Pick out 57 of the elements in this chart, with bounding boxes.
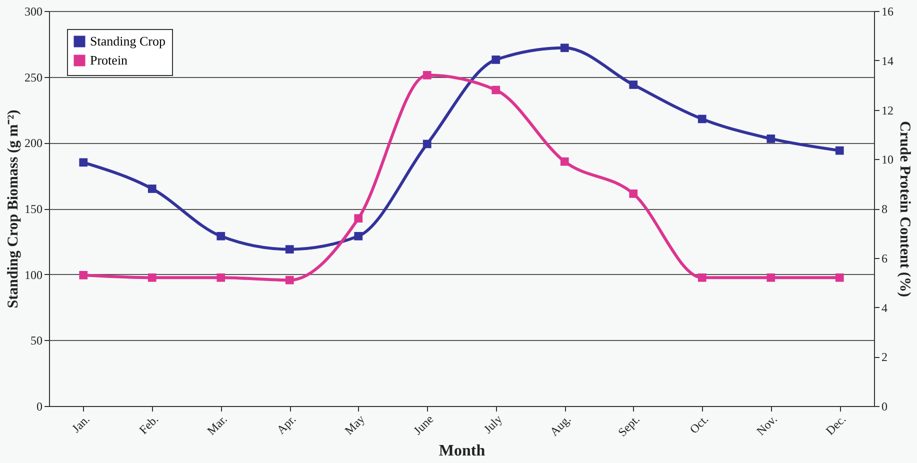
x-tick-label: Jan. <box>69 412 92 436</box>
y-tick-label: 200 <box>24 136 42 150</box>
point <box>285 245 294 254</box>
point <box>79 158 88 167</box>
point <box>629 80 638 89</box>
point <box>629 190 638 198</box>
y-tick-label: 150 <box>24 202 42 216</box>
y2-tick-label: 6 <box>882 251 888 266</box>
x-tick-label: June <box>410 412 436 438</box>
point <box>492 86 500 94</box>
x-tick-label: Sept. <box>615 412 642 440</box>
x-tick-label: Apr. <box>274 412 299 437</box>
point <box>766 134 776 143</box>
y2-tick-label: 0 <box>882 400 888 414</box>
point <box>79 270 88 280</box>
point <box>492 56 500 64</box>
y2-tick-label: 2 <box>882 350 888 364</box>
x-tick-label: Mar. <box>204 412 230 438</box>
y2-axis-title: Crude Protein Content (%) <box>896 121 912 297</box>
point <box>560 44 569 52</box>
point <box>148 273 156 282</box>
legend-label: Protein <box>90 52 128 68</box>
point <box>354 232 363 240</box>
point <box>698 273 706 282</box>
point <box>560 157 569 166</box>
y2-tick-label: 12 <box>882 103 894 118</box>
y-tick-label: 250 <box>24 70 42 84</box>
x-tick-label: Feb. <box>136 412 162 437</box>
y2-tick-label: 4 <box>882 300 888 315</box>
point <box>698 114 706 124</box>
point <box>285 276 294 284</box>
legend-label: Standing Crop <box>90 34 166 48</box>
x-tick-label: Oct. <box>686 412 712 436</box>
point <box>216 273 226 282</box>
point <box>422 71 432 80</box>
x-tick-label: Aug. <box>546 412 574 439</box>
x-tick-label: May <box>342 412 368 438</box>
x-tick-label: Dec. <box>822 412 849 438</box>
y2-tick-label: 16 <box>882 4 894 18</box>
point <box>148 184 156 193</box>
point <box>835 146 844 155</box>
point <box>354 214 363 223</box>
x-tick-label: July <box>480 412 505 436</box>
y-tick-label: 300 <box>24 4 42 18</box>
y2-tick-label: 10 <box>882 152 894 167</box>
x-tick-label: Nov. <box>754 412 780 438</box>
y-tick-label: 100 <box>24 268 42 282</box>
y-tick-label: 0 <box>36 400 42 414</box>
x-axis-title: Month <box>438 442 486 460</box>
point <box>422 140 432 148</box>
y-tick-label: 50 <box>30 334 42 348</box>
y2-tick-label: 14 <box>882 54 894 68</box>
point <box>216 232 226 240</box>
point <box>766 273 776 282</box>
y-axis-title: Standing Crop Biomass (g m⁻²) <box>6 110 22 308</box>
point <box>835 273 844 282</box>
y2-tick-label: 8 <box>882 202 888 216</box>
